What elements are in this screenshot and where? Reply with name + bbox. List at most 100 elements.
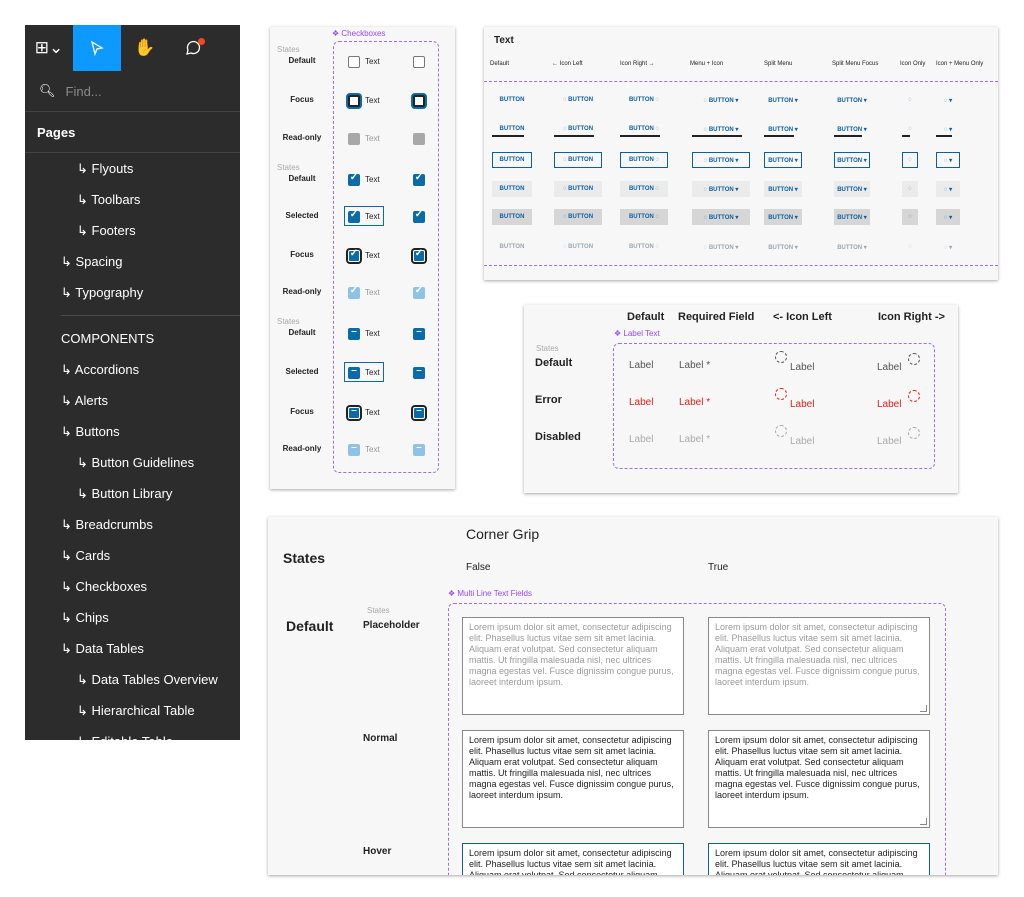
demo-button[interactable]: BUTTON ◌ bbox=[620, 209, 668, 225]
checkbox[interactable] bbox=[413, 56, 425, 68]
demo-button[interactable]: BUTTON ▾ bbox=[764, 181, 802, 197]
checkbox[interactable]: ✓ bbox=[413, 209, 425, 223]
demo-button[interactable]: BUTTON ▾ bbox=[834, 209, 870, 225]
checkbox[interactable]: – bbox=[413, 405, 425, 419]
checkbox[interactable]: – bbox=[413, 326, 425, 340]
checkbox[interactable]: – bbox=[348, 442, 360, 456]
demo-button[interactable]: ◌ bbox=[908, 244, 912, 250]
checkbox[interactable]: ✓ bbox=[348, 209, 360, 223]
checkbox-state-label: Read-only bbox=[282, 287, 322, 296]
demo-button[interactable]: ◌ BUTTON bbox=[562, 97, 594, 103]
checkbox[interactable]: – bbox=[413, 365, 425, 379]
demo-button[interactable]: BUTTON ◌ bbox=[628, 126, 660, 132]
demo-button[interactable]: BUTTON ▾ bbox=[837, 126, 867, 133]
demo-button[interactable]: ◌ bbox=[908, 97, 912, 103]
demo-button[interactable]: ◌ BUTTON bbox=[554, 181, 602, 197]
demo-button[interactable]: BUTTON bbox=[492, 181, 532, 197]
demo-button[interactable]: BUTTON ▾ bbox=[768, 244, 798, 251]
multiline-text-field[interactable]: Lorem ipsum dolor sit amet, consectetur … bbox=[708, 843, 930, 875]
demo-button[interactable]: ◌ ▾ bbox=[936, 181, 960, 197]
checkbox[interactable]: ✓ bbox=[413, 285, 425, 299]
checkbox[interactable] bbox=[413, 133, 425, 145]
demo-button[interactable]: BUTTON bbox=[492, 152, 532, 168]
checkbox[interactable]: – bbox=[348, 405, 360, 419]
hand-tool-icon[interactable]: ✋ bbox=[134, 38, 156, 57]
demo-button[interactable]: ◌ ▾ bbox=[943, 126, 953, 133]
checkbox[interactable] bbox=[348, 95, 360, 107]
find-search[interactable]: 🔍︎ Find... bbox=[25, 71, 240, 112]
sidebar-page-item[interactable]: ↳ Breadcrumbs bbox=[61, 516, 153, 532]
sidebar-page-item[interactable]: ↳ Button Library bbox=[77, 485, 173, 501]
multiline-text-field[interactable]: Lorem ipsum dolor sit amet, consectetur … bbox=[708, 730, 930, 828]
demo-button[interactable]: BUTTON bbox=[492, 209, 532, 225]
demo-button[interactable]: BUTTON ◌ bbox=[628, 97, 660, 103]
demo-button[interactable]: ◌ ▾ bbox=[936, 209, 960, 225]
multiline-text-field[interactable]: Lorem ipsum dolor sit amet, consectetur … bbox=[462, 617, 684, 715]
demo-button[interactable]: BUTTON ▾ bbox=[768, 126, 798, 133]
checkbox[interactable]: – bbox=[413, 442, 425, 456]
sidebar-page-item[interactable]: ↳ Alerts bbox=[61, 392, 109, 408]
checkbox[interactable] bbox=[348, 56, 360, 68]
demo-button[interactable]: ◌ ▾ bbox=[943, 97, 953, 104]
demo-button[interactable]: BUTTON ▾ bbox=[834, 152, 870, 168]
sidebar-page-item[interactable]: ↳ Checkboxes bbox=[61, 578, 148, 594]
demo-button[interactable]: ◌ bbox=[902, 181, 918, 197]
checkbox[interactable] bbox=[348, 133, 360, 145]
demo-button[interactable]: ◌ BUTTON bbox=[562, 126, 594, 132]
multiline-text-field[interactable]: Lorem ipsum dolor sit amet, consectetur … bbox=[462, 730, 684, 828]
sidebar-page-item[interactable]: ↳ Hierarchical Table bbox=[77, 702, 195, 718]
sidebar-page-item[interactable]: ↳ Data Tables bbox=[61, 640, 144, 656]
demo-button[interactable]: ◌ ▾ bbox=[943, 244, 953, 251]
demo-button[interactable]: ◌ BUTTON ▾ bbox=[703, 244, 739, 251]
demo-button[interactable]: BUTTON ◌ bbox=[620, 152, 668, 168]
figma-logo-icon[interactable]: ⊞⌄ bbox=[34, 38, 64, 57]
sidebar-page-item[interactable]: ↳ Spacing bbox=[61, 253, 123, 269]
demo-button[interactable]: BUTTON ▾ bbox=[764, 152, 802, 168]
sidebar-page-item[interactable]: ↳ Chips bbox=[61, 609, 109, 625]
sidebar-page-item[interactable]: ↳ Editable Table bbox=[25, 726, 240, 741]
demo-button[interactable]: ◌ BUTTON ▾ bbox=[692, 152, 750, 168]
demo-button[interactable]: BUTTON ▾ bbox=[768, 97, 798, 104]
checkbox[interactable]: – bbox=[348, 365, 360, 379]
demo-button[interactable]: BUTTON ◌ bbox=[620, 181, 668, 197]
demo-button[interactable]: ◌ BUTTON ▾ bbox=[692, 181, 750, 197]
checkbox[interactable]: ✓ bbox=[348, 172, 360, 186]
demo-button[interactable]: ◌ BUTTON ▾ bbox=[692, 209, 750, 225]
demo-button[interactable]: ◌ BUTTON bbox=[554, 152, 602, 168]
demo-button[interactable]: BUTTON ▾ bbox=[834, 181, 870, 197]
sidebar-page-item[interactable]: ↳ Flyouts bbox=[77, 160, 134, 176]
checkbox[interactable]: – bbox=[348, 326, 360, 340]
demo-button[interactable]: ◌ bbox=[902, 152, 918, 168]
checkbox[interactable] bbox=[413, 95, 425, 107]
demo-button[interactable]: ◌ BUTTON bbox=[562, 244, 594, 250]
sidebar-page-item[interactable]: ↳ Button Guidelines bbox=[77, 454, 195, 470]
checkbox[interactable]: ✓ bbox=[413, 172, 425, 186]
sidebar-page-item[interactable]: ↳ Buttons bbox=[61, 423, 120, 439]
demo-button[interactable]: ◌ ▾ bbox=[936, 152, 960, 168]
sidebar-page-item[interactable]: ↳ Footers bbox=[77, 222, 136, 238]
demo-button[interactable]: ◌ BUTTON ▾ bbox=[703, 126, 739, 133]
demo-button[interactable]: BUTTON ▾ bbox=[764, 209, 802, 225]
demo-button[interactable]: BUTTON ◌ bbox=[628, 244, 660, 250]
demo-button[interactable]: ◌ bbox=[902, 209, 918, 225]
demo-button[interactable]: BUTTON ▾ bbox=[837, 97, 867, 104]
sidebar-page-item[interactable]: ↳ Toolbars bbox=[77, 191, 141, 207]
demo-button[interactable]: BUTTON bbox=[499, 97, 525, 103]
sidebar-page-item[interactable]: ↳ Data Tables Overview bbox=[77, 671, 218, 687]
checkbox[interactable]: ✓ bbox=[348, 285, 360, 299]
demo-button[interactable]: BUTTON bbox=[499, 126, 525, 132]
demo-button[interactable]: ◌ BUTTON ▾ bbox=[703, 97, 739, 104]
demo-button[interactable]: BUTTON ▾ bbox=[837, 244, 867, 251]
demo-button[interactable]: ◌ BUTTON bbox=[554, 209, 602, 225]
multiline-text-field[interactable]: Lorem ipsum dolor sit amet, consectetur … bbox=[462, 843, 684, 875]
comment-icon[interactable] bbox=[169, 25, 217, 71]
sidebar-page-item[interactable]: ↳ Cards bbox=[61, 547, 111, 563]
demo-button[interactable]: BUTTON bbox=[499, 244, 525, 250]
demo-button[interactable]: ◌ bbox=[908, 126, 912, 132]
multiline-text-field[interactable]: Lorem ipsum dolor sit amet, consectetur … bbox=[708, 617, 930, 715]
checkbox[interactable]: ✓ bbox=[348, 248, 360, 262]
sidebar-page-item[interactable]: ↳ Accordions bbox=[61, 361, 140, 377]
move-tool-icon[interactable] bbox=[73, 25, 121, 71]
checkbox[interactable]: ✓ bbox=[413, 248, 425, 262]
sidebar-page-item[interactable]: ↳ Typography bbox=[61, 284, 144, 300]
